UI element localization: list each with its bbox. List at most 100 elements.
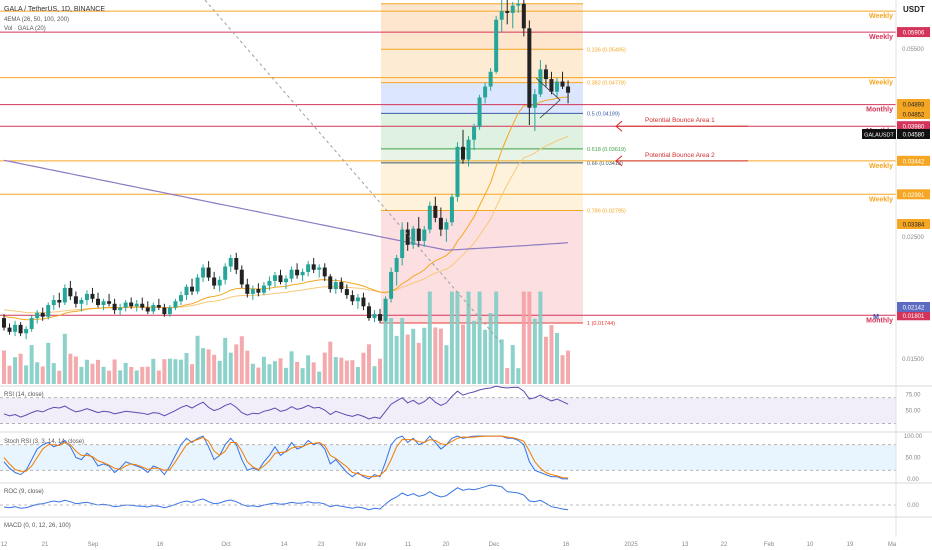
level-label-weekly: Weekly (869, 163, 893, 170)
fib-zone (381, 210, 583, 323)
oscillator-tick: 100.00 (904, 434, 923, 440)
candle (68, 280, 73, 301)
volume-bar (118, 370, 123, 384)
candle-body (521, 3, 526, 29)
candle (79, 297, 84, 312)
volume-bar (499, 339, 504, 384)
volume-bar (29, 345, 34, 384)
candle-body (228, 257, 233, 267)
currency-label[interactable]: USDT (903, 5, 925, 14)
symbol-title[interactable]: GALA / TetherUS, 1D, BINANCE (4, 6, 105, 13)
candle-body (167, 307, 172, 315)
ema-price-tag-text: 0.04893 (903, 103, 925, 109)
stoch-rsi-pane[interactable]: 100.00 50.00 0.00 (0, 434, 923, 483)
volume-bar (284, 367, 289, 384)
candle-body (145, 307, 150, 312)
downtrend-line[interactable] (204, 0, 504, 346)
volume-bar (212, 354, 217, 384)
ema-price-tag-2 (897, 109, 930, 119)
time-tick: 22 (721, 542, 728, 548)
ema-indicator-label[interactable]: 4EMA (26, 50, 100, 200) (4, 17, 69, 23)
candle-body (107, 301, 112, 304)
volume-bar (449, 291, 454, 384)
candle (366, 302, 371, 321)
volume-indicator-label[interactable]: Vol · GALA (20) (4, 26, 46, 32)
volume-bar (378, 358, 383, 384)
candle (378, 308, 383, 324)
candle-body (212, 277, 217, 286)
candle-body (101, 301, 106, 306)
roc-pane[interactable]: 0.00 (0, 484, 919, 511)
candle-body (438, 217, 443, 230)
volume-bar (366, 344, 371, 384)
candle (372, 310, 377, 323)
volume-bar (13, 357, 18, 384)
fib-label: 0.236 (0.05495) (587, 47, 626, 53)
volume-bar (350, 360, 355, 384)
volume-bar (167, 358, 172, 384)
candle (250, 285, 255, 301)
volume-bar (416, 342, 421, 384)
stoch-rsi-label[interactable]: Stoch RSI (3, 3, 14, 14, close) (4, 439, 84, 445)
candle (51, 295, 56, 311)
volume-bar (228, 352, 233, 384)
candle (438, 207, 443, 237)
candle (284, 275, 289, 290)
fib-label: 0.618 (0.03619) (587, 147, 626, 153)
volume-bar (68, 353, 73, 384)
fib-zone (381, 113, 583, 149)
candle-body (35, 312, 40, 319)
volume-bar (355, 367, 360, 384)
candle-body (483, 86, 488, 98)
candle (239, 265, 244, 288)
candle (96, 292, 101, 308)
volume-bar (234, 344, 239, 384)
time-tick: 16 (563, 542, 570, 548)
volume-bar (256, 367, 261, 384)
oscillator-tick: 0.00 (907, 477, 919, 483)
volume-bar (140, 366, 145, 384)
triangle-pattern (535, 77, 561, 119)
candle (13, 320, 18, 337)
volume-bar (90, 363, 95, 384)
candle (389, 267, 394, 303)
macd-label[interactable]: MACD (0, 0, 12, 26, 100) (4, 523, 71, 529)
volume-bar (516, 368, 521, 384)
candle-body (134, 303, 139, 307)
time-tick: 21 (42, 542, 49, 548)
price-axis[interactable]: 0.05500 0.02500 0.01500 0.04893 0.04852 0.045… (862, 47, 930, 363)
candle-body (239, 269, 244, 285)
oscillator-band (0, 444, 896, 471)
candle-body (543, 69, 548, 80)
candle-body (488, 71, 493, 87)
candle-body (361, 297, 366, 307)
roc-label[interactable]: ROC (9, close) (4, 489, 44, 495)
volume-bar (40, 366, 45, 384)
level-label-weekly: Weekly (869, 13, 893, 20)
fib-zone (381, 162, 583, 211)
volume-bar (322, 352, 327, 384)
candle-body (383, 298, 388, 321)
volume-bar (527, 291, 532, 384)
volume-bar (543, 336, 548, 384)
ema-200-price-tag (897, 302, 930, 312)
candle (527, 20, 532, 125)
candle-body (444, 222, 449, 230)
volume-bar (206, 349, 211, 384)
candle (566, 80, 571, 104)
candle (516, 0, 521, 13)
candle-body (151, 305, 156, 312)
candle-body (499, 11, 504, 20)
rsi-label[interactable]: RSI (14, close) (4, 392, 44, 398)
candle (156, 298, 161, 311)
candle-body (449, 196, 454, 223)
price-tick: 0.02500 (902, 235, 924, 241)
current-price-tag (897, 129, 930, 139)
candle (84, 290, 89, 306)
volume-bar (488, 313, 493, 384)
time-axis[interactable]: 12 21 Sep 16 Oct 14 23 Nov 11 20 Dec 16 2025 13 22 Feb 1… (1, 542, 897, 548)
candle (510, 2, 515, 29)
rsi-pane[interactable]: 75.00 50.00 (0, 385, 921, 424)
candle (477, 94, 482, 130)
